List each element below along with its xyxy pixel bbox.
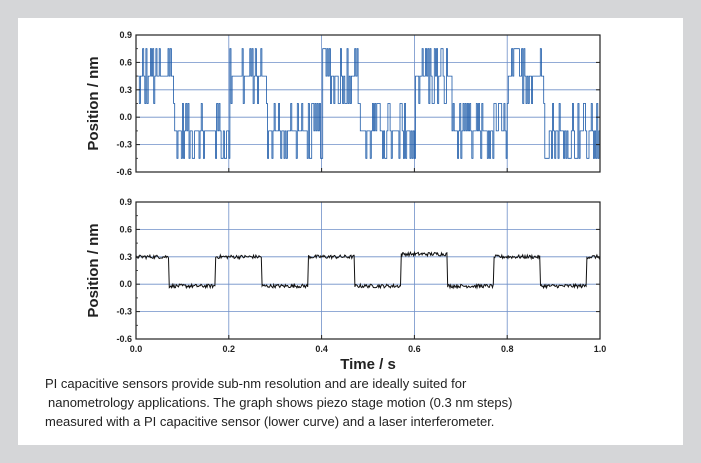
y-tick-label: -0.3	[116, 140, 132, 150]
y-tick-label: 0.3	[119, 85, 132, 95]
x-tick-label: 0.6	[408, 344, 421, 354]
caption-line-3: measured with a PI capacitive sensor (lo…	[45, 414, 495, 429]
y-axis-title: Position / nm	[85, 223, 102, 317]
caption-line-1: PI capacitive sensors provide sub-nm res…	[45, 376, 467, 391]
x-tick-label: 0.4	[315, 344, 328, 354]
y-tick-label: -0.6	[116, 334, 132, 344]
y-tick-label: 0.6	[119, 224, 132, 234]
caption-line-2: nanometrology applications. The graph sh…	[48, 395, 513, 410]
series-line	[135, 250, 601, 290]
chart-2: -0.6 -0.3 0.0 0.3 0.6 0.9 0.0 0.2 0.4 0.6 0.8 1.0 Po…	[85, 197, 606, 373]
y-tick-label: -0.3	[116, 307, 132, 317]
y-tick-label: 0.6	[119, 57, 132, 67]
plot-frame	[135, 34, 601, 173]
y-tick-label: -0.6	[116, 167, 132, 177]
y-tick-label: 0.9	[119, 30, 132, 40]
figure-caption: PI capacitive sensors provide sub-nm res…	[45, 374, 665, 431]
series-line	[136, 48, 601, 159]
plot-frame	[135, 201, 601, 340]
chart-1: -0.6 -0.3 0.0 0.3 0.6 0.9 Position / nm	[85, 30, 601, 177]
y-tick-label: 0.0	[119, 112, 132, 122]
y-tick-label: 0.3	[119, 252, 132, 262]
figure-panel: -0.6 -0.3 0.0 0.3 0.6 0.9 Position / nm -0.6 -0.…	[18, 18, 683, 445]
y-axis-title: Position / nm	[85, 56, 102, 150]
x-axis-title: Time / s	[340, 356, 396, 373]
x-tick-label: 0.8	[501, 344, 514, 354]
x-tick-label: 0.0	[130, 344, 143, 354]
x-tick-label: 0.2	[223, 344, 236, 354]
y-tick-label: 0.0	[119, 279, 132, 289]
x-tick-label: 1.0	[594, 344, 607, 354]
y-tick-label: 0.9	[119, 197, 132, 207]
